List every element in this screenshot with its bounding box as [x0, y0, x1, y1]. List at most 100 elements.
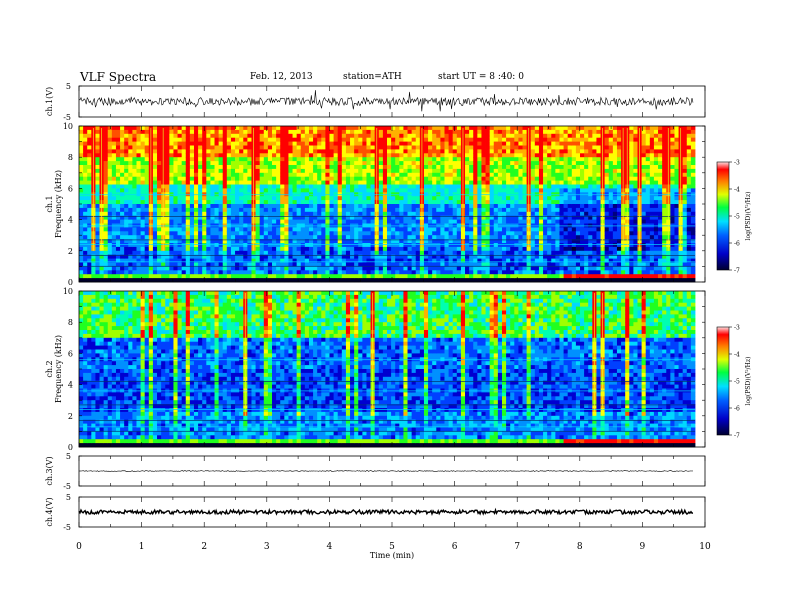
spec-cell — [354, 274, 359, 279]
spec-cell — [423, 176, 429, 181]
spec-cell — [120, 243, 125, 248]
spec-cell — [559, 204, 564, 209]
spec-cell — [132, 258, 137, 263]
spec-cell — [485, 172, 491, 178]
spec-cell — [358, 246, 363, 252]
spec-cell — [510, 149, 515, 154]
spec-cell — [79, 172, 84, 178]
spec-cell — [193, 250, 199, 256]
spec-cell — [79, 235, 84, 240]
spec-cell — [411, 149, 417, 154]
spec-cell — [534, 172, 540, 178]
spec-cell — [567, 196, 573, 201]
spec-cell — [243, 168, 248, 174]
spec-cell — [333, 137, 339, 142]
spec-cell — [317, 176, 322, 181]
spec-cell — [469, 126, 474, 131]
spec-cell — [169, 266, 174, 271]
spec-cell — [477, 239, 482, 244]
spec-cell — [514, 246, 519, 252]
spec-cell — [107, 180, 113, 185]
spec-cell — [259, 172, 265, 178]
spec-cell — [469, 219, 474, 224]
spec-cell — [395, 219, 400, 224]
spec-cell — [366, 126, 371, 131]
spec-cell — [144, 235, 150, 240]
spec-cell — [181, 149, 187, 154]
spec-cell — [571, 207, 577, 213]
spec-cell — [477, 254, 482, 259]
spec-cell — [485, 126, 491, 131]
spec-cell — [115, 137, 121, 142]
spec-cell — [448, 184, 454, 189]
spec-cell — [567, 133, 573, 139]
spec-cell — [263, 200, 269, 205]
spec-cell — [214, 254, 220, 259]
spec-cell — [218, 172, 224, 178]
spec-cell — [559, 172, 564, 178]
spec-cell — [370, 250, 376, 256]
spec-cell — [551, 161, 556, 166]
spec-cell — [530, 180, 536, 185]
spec-cell — [333, 141, 339, 146]
spec-cell — [510, 168, 515, 174]
spec-cell — [514, 250, 519, 256]
spec-cell — [559, 258, 564, 263]
spec-cell — [563, 270, 569, 275]
spec-cell — [300, 145, 306, 150]
spec-cell — [543, 262, 548, 267]
spec-cell — [300, 266, 306, 271]
spec-cell — [177, 137, 183, 142]
spec-cell — [370, 196, 376, 201]
spec-cell — [206, 262, 211, 267]
spec-cell — [198, 246, 203, 252]
spec-cell — [448, 129, 454, 135]
spec-cell — [411, 126, 417, 131]
spec-cell — [288, 266, 293, 271]
spec-cell — [345, 126, 351, 131]
spec-cell — [325, 157, 330, 162]
spec-cell — [514, 219, 519, 224]
spec-cell — [173, 262, 178, 267]
spec-cell — [280, 235, 285, 240]
spec-cell — [493, 274, 499, 279]
spec-cell — [415, 184, 421, 189]
spec-cell — [538, 168, 544, 174]
spec-cell — [452, 235, 458, 240]
spec-cell — [530, 176, 536, 181]
spec-cell — [337, 219, 343, 224]
spec-cell — [387, 172, 392, 178]
spec-cell — [337, 262, 343, 267]
spec-cell — [366, 246, 371, 252]
spec-cell — [481, 165, 486, 170]
spec-cell — [543, 137, 548, 142]
spec-cell — [436, 254, 441, 259]
spec-cell — [395, 258, 400, 263]
spec-cell — [452, 126, 458, 131]
spec-cell — [189, 137, 195, 142]
spec-cell — [247, 266, 252, 271]
spec-cell — [555, 270, 560, 275]
spec-cell — [358, 168, 363, 174]
spec-cell — [83, 129, 88, 135]
spec-cell — [128, 141, 133, 146]
spec-cell — [189, 145, 195, 150]
spec-cell — [510, 184, 515, 189]
spec-cell — [235, 270, 240, 275]
spec-cell — [387, 204, 392, 209]
spec-cell — [534, 219, 540, 224]
spec-cell — [345, 274, 351, 279]
spec-cell — [333, 168, 339, 174]
spec-cell — [382, 219, 388, 224]
spec-cell — [214, 207, 220, 213]
spec-cell — [547, 180, 552, 185]
spec-cell — [456, 246, 462, 252]
spec-cell — [193, 246, 199, 252]
spec-cell — [333, 161, 339, 166]
spec-cell — [169, 239, 174, 244]
spec-cell — [510, 153, 515, 158]
spec-cell — [124, 266, 129, 271]
spec-cell — [444, 219, 449, 224]
spec-cell — [157, 243, 162, 248]
spec-cell — [185, 168, 191, 174]
